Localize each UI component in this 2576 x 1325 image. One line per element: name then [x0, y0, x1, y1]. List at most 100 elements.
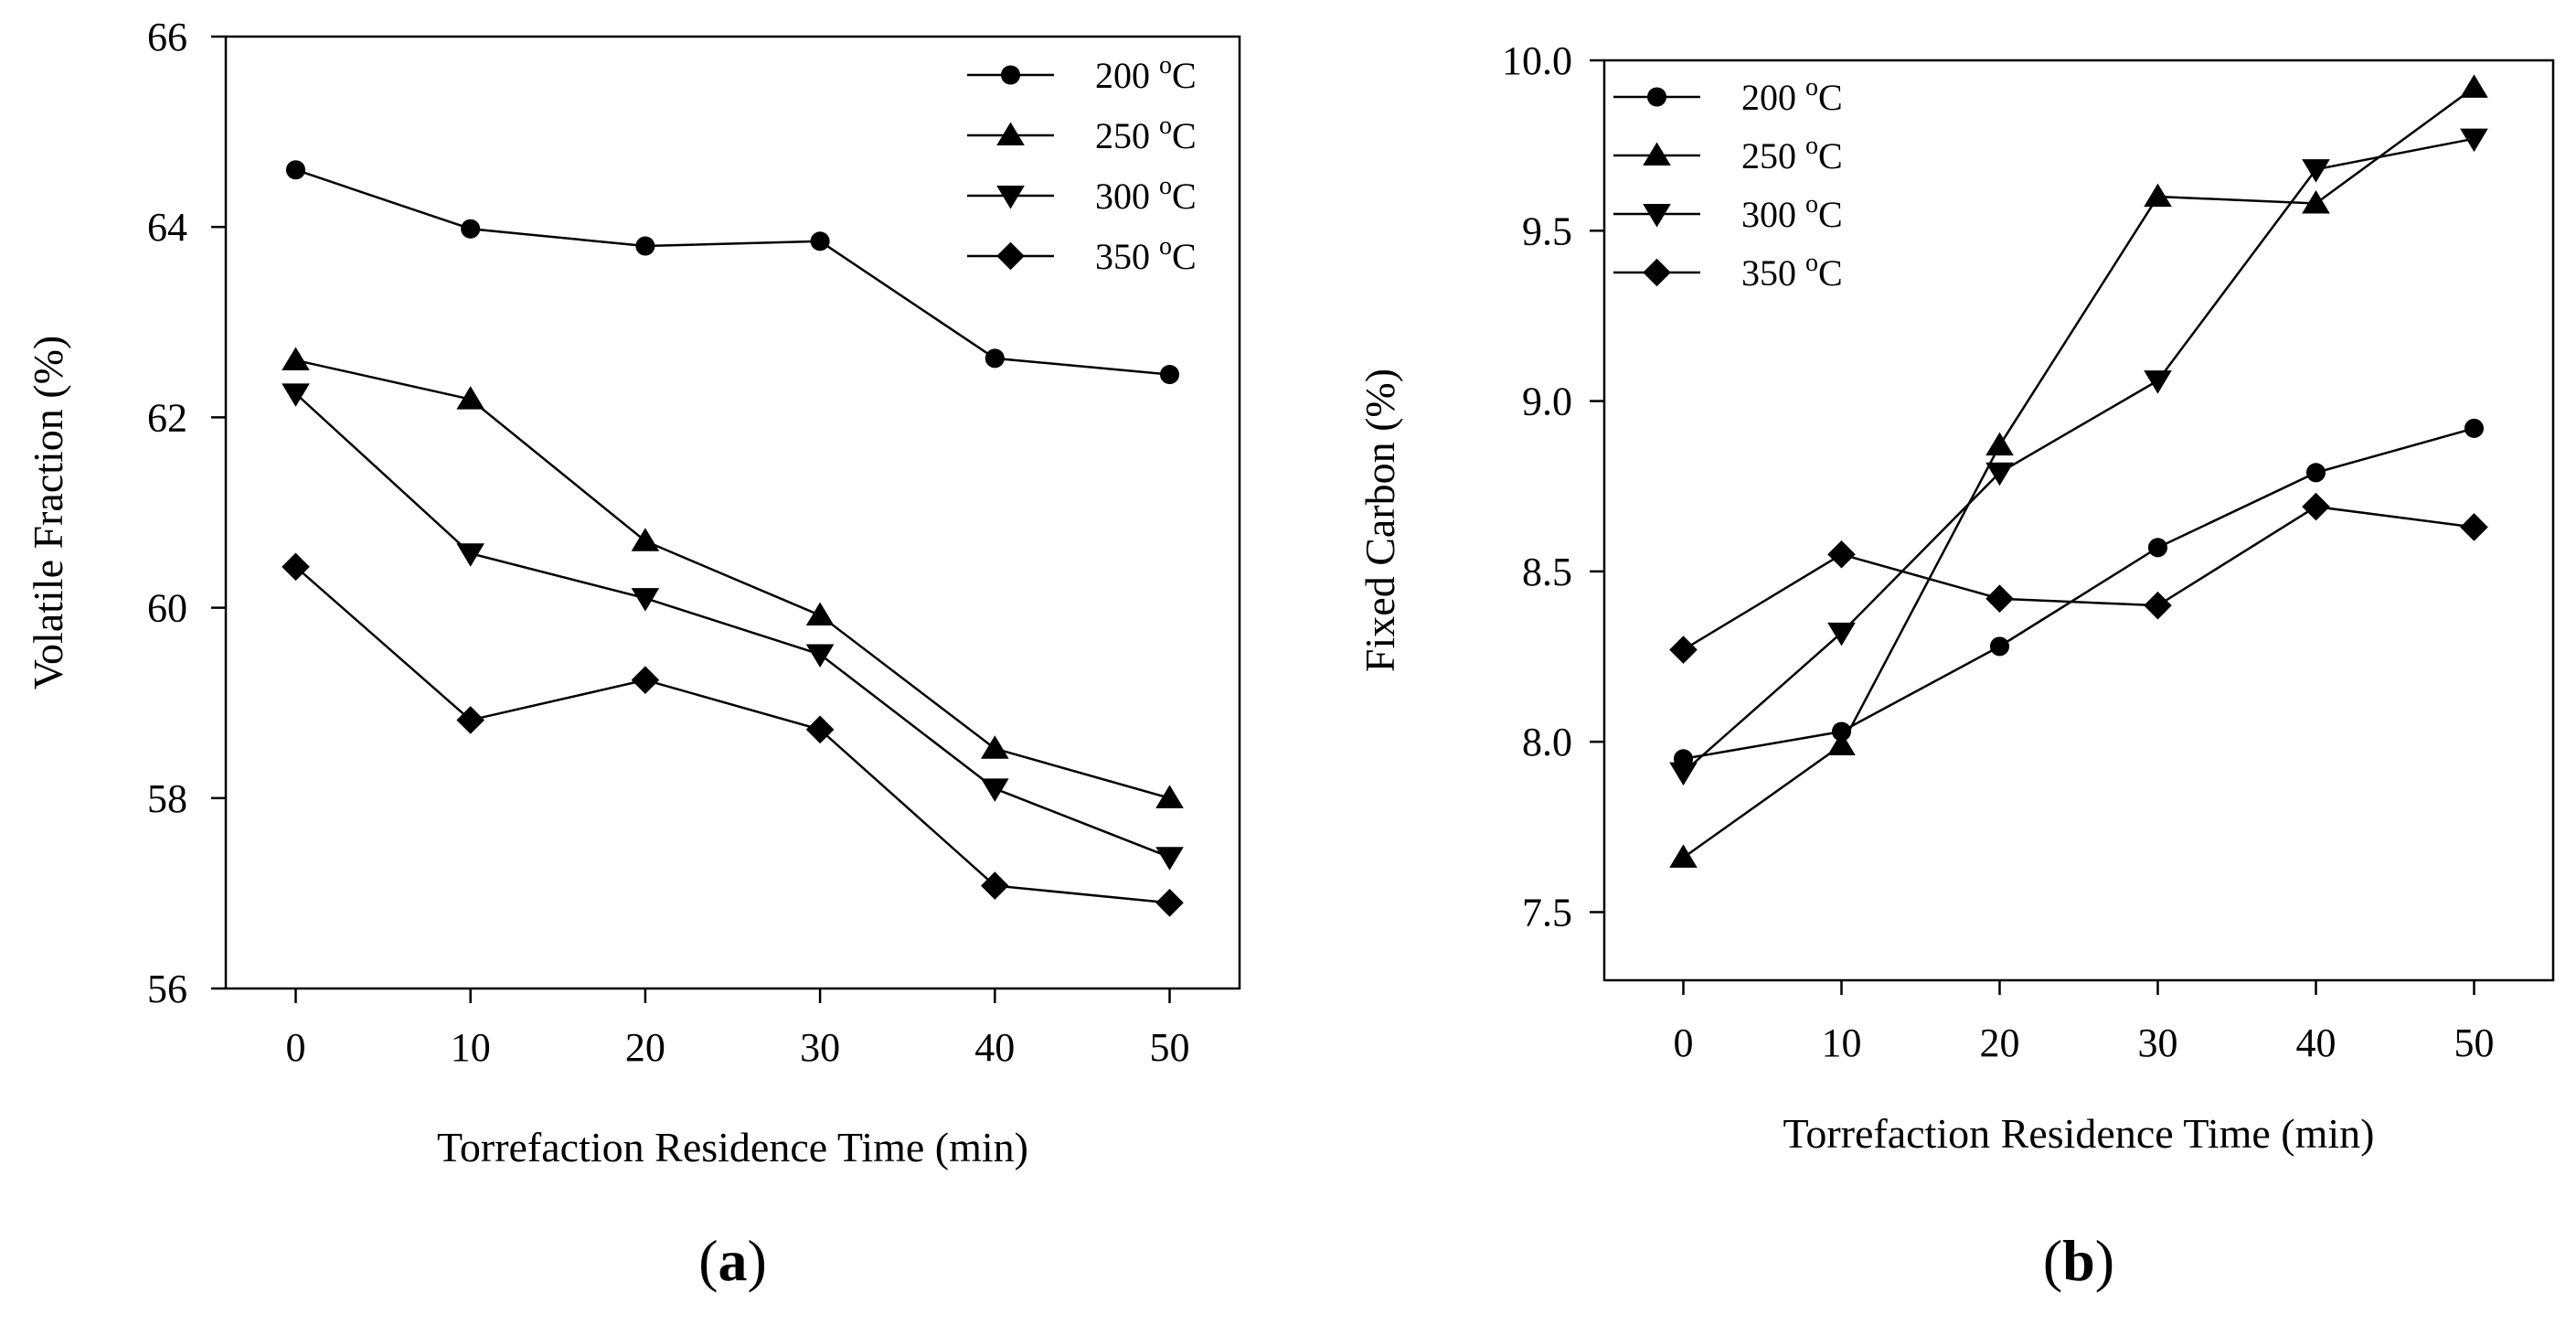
data-point	[631, 588, 660, 612]
data-point	[981, 735, 1009, 759]
plot-frame	[224, 35, 1241, 990]
data-point	[2460, 513, 2488, 541]
y-tick-label: 64	[147, 205, 187, 250]
x-tick-label: 40	[2296, 1020, 2336, 1065]
plot-frame	[1602, 59, 2555, 982]
data-point	[1827, 622, 1856, 646]
data-point	[981, 778, 1009, 802]
data-point	[456, 543, 484, 567]
series-line	[295, 358, 1170, 800]
series-circle	[1673, 418, 2485, 769]
panel-label: (b)	[2043, 1228, 2114, 1293]
legend-entry: 250 oC	[1613, 132, 1843, 176]
data-point	[2302, 159, 2330, 183]
legend-marker	[1643, 258, 1671, 287]
legend-label-1: 250 oC	[1095, 112, 1197, 156]
data-point	[1155, 785, 1184, 808]
legend-entry: 350 oC	[967, 232, 1197, 277]
data-point	[2144, 183, 2172, 208]
legend-marker	[1000, 65, 1021, 85]
data-point	[1985, 584, 2014, 613]
series-diamond	[1669, 492, 2488, 664]
data-point	[461, 219, 481, 239]
data-point	[282, 383, 310, 407]
data-point	[1155, 889, 1184, 917]
x-tick-label: 20	[1980, 1020, 2020, 1065]
data-point	[2305, 463, 2326, 483]
y-tick-label: 60	[147, 586, 187, 631]
data-point	[2302, 492, 2330, 521]
series-line	[294, 565, 1170, 904]
x-tick-label: 50	[2454, 1020, 2495, 1065]
series-triangle-up	[1669, 74, 2488, 868]
legend-marker	[1643, 142, 1671, 166]
legend-label-3: 350 oC	[1741, 249, 1843, 294]
series-line	[1682, 137, 2475, 774]
data-point	[2302, 190, 2330, 214]
data-point	[631, 666, 660, 695]
legend-entry: 200 oC	[1613, 73, 1843, 118]
y-tick-label: 56	[147, 967, 187, 1011]
legend-entry: 350 oC	[1613, 249, 1843, 294]
data-point	[805, 602, 835, 625]
y-tick-label: 9.5	[1522, 208, 1572, 253]
x-tick-label: 40	[974, 1025, 1015, 1070]
series-diamond	[282, 552, 1184, 917]
data-point	[282, 347, 310, 370]
legend-label-1: 250 oC	[1741, 132, 1843, 176]
legend-marker	[996, 185, 1025, 209]
data-point	[282, 552, 310, 582]
y-axis-label: Volatile Fraction (%)	[25, 336, 71, 690]
data-point	[1827, 732, 1856, 755]
data-point	[456, 386, 484, 410]
data-point	[631, 528, 660, 551]
data-point	[1985, 432, 2014, 456]
data-point	[2144, 591, 2172, 620]
series-line	[294, 392, 1170, 859]
data-point	[1669, 844, 1698, 868]
data-point	[1985, 462, 2014, 486]
data-point	[2464, 418, 2485, 438]
data-point	[805, 644, 835, 668]
x-tick-label: 30	[2138, 1020, 2178, 1065]
series-line	[295, 168, 1170, 376]
data-point	[1155, 847, 1184, 871]
legend-marker	[996, 241, 1025, 271]
legend-marker	[996, 122, 1025, 146]
chart-panel-a: 0 10 20 30 40 50 56 58 60 62 64 66 Torrefaction Resi…	[25, 15, 1241, 1293]
legend-label-0: 200 oC	[1741, 73, 1843, 118]
y-tick-label: 7.5	[1522, 890, 1572, 935]
legend-marker	[1646, 87, 1667, 107]
data-point	[2460, 128, 2488, 153]
chart-panel-b: 0 10 20 30 40 50 7.5 8.0 8.5 9.0 9.5 10.0 Torrefacti…	[1357, 38, 2555, 1293]
series-triangle-up	[282, 347, 1184, 808]
legend-entry: 250 oC	[967, 112, 1197, 156]
x-tick-label: 50	[1150, 1025, 1190, 1070]
data-point	[981, 871, 1009, 900]
y-tick-label: 58	[147, 776, 187, 821]
x-tick-label: 10	[1822, 1020, 1862, 1065]
series-circle	[285, 160, 1180, 385]
data-point	[985, 348, 1005, 369]
data-point	[810, 231, 830, 251]
data-point	[1669, 636, 1698, 664]
y-tick-label: 62	[147, 395, 187, 440]
series-line	[1683, 427, 2475, 761]
legend-entry: 300 oC	[967, 172, 1197, 217]
series-line	[1682, 86, 2475, 859]
y-tick-label: 10.0	[1502, 38, 1572, 83]
legend-entry: 300 oC	[1613, 190, 1843, 235]
x-axis-label: Torrefaction Residence Time (min)	[437, 1124, 1028, 1170]
y-tick-label: 66	[147, 15, 187, 59]
legend-label-2: 300 oC	[1741, 190, 1843, 235]
data-point	[2460, 74, 2488, 98]
data-point	[2147, 538, 2168, 558]
series-line	[1682, 505, 2475, 651]
y-tick-label: 9.0	[1522, 379, 1572, 424]
data-point	[1989, 636, 2010, 657]
legend-label-0: 200 oC	[1095, 51, 1197, 96]
legend-label-2: 300 oC	[1095, 172, 1197, 217]
data-point	[285, 160, 306, 180]
legend-marker	[1643, 203, 1671, 228]
